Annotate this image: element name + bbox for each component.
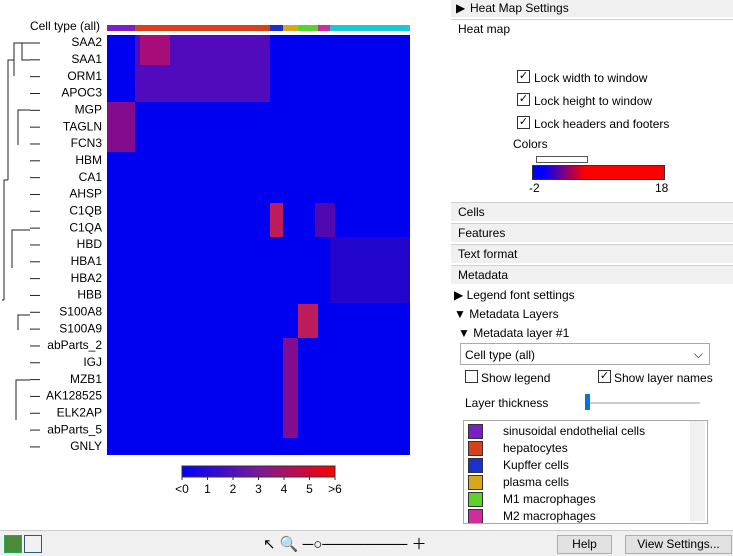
legend-item: sinusoidal endothelial cells [503, 424, 646, 438]
scale-tick-label: 4 [281, 482, 288, 496]
meta-segment [318, 25, 330, 31]
tree-item[interactable]: ▼ Metadata layer #1 [458, 326, 570, 340]
heatmap-area [107, 35, 410, 455]
dendrogram [2, 42, 30, 420]
heatmap-view: Cell type (all) SAA2 SAA1 ORM1 APOC3 MGP TAGL… [2, 19, 410, 496]
checkbox[interactable]: ✓ [517, 93, 530, 106]
scale-tick-label: 1 [204, 482, 211, 496]
gene-label: IGJ [83, 355, 102, 369]
checkbox[interactable]: ✓ [598, 370, 611, 383]
swatch [468, 509, 483, 523]
scrollbar[interactable] [690, 421, 705, 521]
gene-label: TAGLN [63, 119, 102, 133]
table-icon[interactable] [24, 535, 42, 553]
section-header[interactable]: Cells [451, 202, 733, 221]
section-header[interactable]: Text format [451, 244, 733, 263]
section-header[interactable]: Heat map [451, 19, 733, 39]
meta-segment [270, 25, 283, 31]
meta-segment [107, 25, 135, 31]
legend-item: plasma cells [503, 475, 570, 489]
section-title: Metadata [458, 268, 509, 282]
zoom-controls[interactable]: ↖ 🔍 ─○──────── ＋ [263, 536, 427, 553]
swatch [468, 424, 483, 439]
color-min: -2 [529, 181, 540, 195]
scale-bar [181, 465, 336, 478]
heatmap-pattern [107, 35, 410, 438]
scale-tick-label: <0 [175, 482, 189, 496]
gene-label: S100A8 [59, 304, 102, 318]
gene-label: C1QA [69, 220, 102, 234]
tree-item[interactable]: ▶ Legend font settings [454, 288, 575, 302]
gene-label: S100A9 [59, 321, 102, 335]
gene-label: HBD [77, 237, 103, 251]
column-header: Cell type (all) [30, 19, 100, 33]
slider-thumb[interactable] [585, 394, 590, 410]
gene-label: APOC3 [61, 86, 102, 100]
checkbox-label: Show legend [481, 371, 551, 385]
swatch [468, 475, 483, 490]
panel-title-bar: Heat Map Settings ▶ [451, 0, 733, 17]
color-bar[interactable] [532, 165, 665, 180]
section-title: Features [458, 226, 506, 240]
color-range-handle[interactable] [536, 156, 588, 163]
swatch [468, 458, 483, 473]
scale-tick-label: 2 [230, 482, 237, 496]
section-title: Heat map [458, 22, 511, 36]
section-header[interactable]: Features [451, 223, 733, 242]
swatch [468, 492, 483, 507]
thickness-label: Layer thickness [465, 396, 549, 410]
checkbox[interactable]: ✓ [517, 70, 530, 83]
scale-tick-label: 3 [255, 482, 262, 496]
gene-label: HBA2 [71, 271, 103, 285]
gene-label: HBA1 [71, 254, 103, 268]
section-title: Text format [458, 247, 518, 261]
section-header[interactable]: Metadata [451, 265, 733, 284]
legend-item: M2 macrophages [503, 509, 596, 523]
tree-item[interactable]: ▼ Metadata Layers [454, 307, 559, 321]
checkbox[interactable] [465, 370, 478, 383]
gene-label: C1QB [69, 203, 102, 217]
gene-label: SAA1 [71, 52, 102, 66]
gene-label: ELK2AP [57, 405, 102, 419]
gene-label: CA1 [79, 170, 103, 184]
gene-label: GNLY [70, 439, 102, 453]
swatch [468, 441, 483, 456]
meta-segment [135, 25, 270, 31]
color-max: 18 [655, 181, 669, 195]
gene-label: abParts_5 [47, 422, 102, 436]
button[interactable]: View Settings... [625, 535, 732, 554]
gene-label: AHSP [69, 187, 102, 201]
gene-label: AK128525 [46, 389, 102, 403]
option-label: Lock height to window [534, 94, 653, 108]
legend-item: hepatocytes [503, 441, 568, 455]
gene-label: MZB1 [70, 372, 102, 386]
view-icon[interactable] [4, 535, 22, 553]
section-title: Cells [458, 205, 485, 219]
meta-segment [298, 25, 318, 31]
option-label: Lock headers and footers [534, 117, 670, 131]
panel-title: Heat Map Settings [470, 1, 569, 15]
button[interactable]: Help [557, 535, 612, 554]
checkbox-label: Show layer names [614, 371, 713, 385]
gene-label: FCN3 [71, 136, 103, 150]
gene-label: MGP [75, 102, 102, 116]
gene-label: abParts_2 [47, 338, 102, 352]
scale-tick-label: 5 [306, 482, 313, 496]
colors-label: Colors [513, 137, 548, 151]
gene-label: HBM [75, 153, 102, 167]
gene-label: HBB [77, 288, 102, 302]
option-label: Lock width to window [534, 71, 648, 85]
gene-label: ORM1 [67, 69, 102, 83]
gene-label: SAA2 [71, 35, 102, 49]
scale-tick-label: >6 [328, 482, 342, 496]
meta-segment [283, 25, 298, 31]
dropdown[interactable]: Cell type (all) ⌵ [460, 343, 710, 365]
meta-segment [330, 25, 410, 31]
slider[interactable] [585, 402, 700, 404]
legend-list: sinusoidal endothelial cells hepatocytes K… [463, 420, 708, 524]
checkbox[interactable]: ✓ [517, 116, 530, 129]
legend-item: M1 macrophages [503, 492, 596, 506]
legend-item: Kupffer cells [503, 458, 569, 472]
